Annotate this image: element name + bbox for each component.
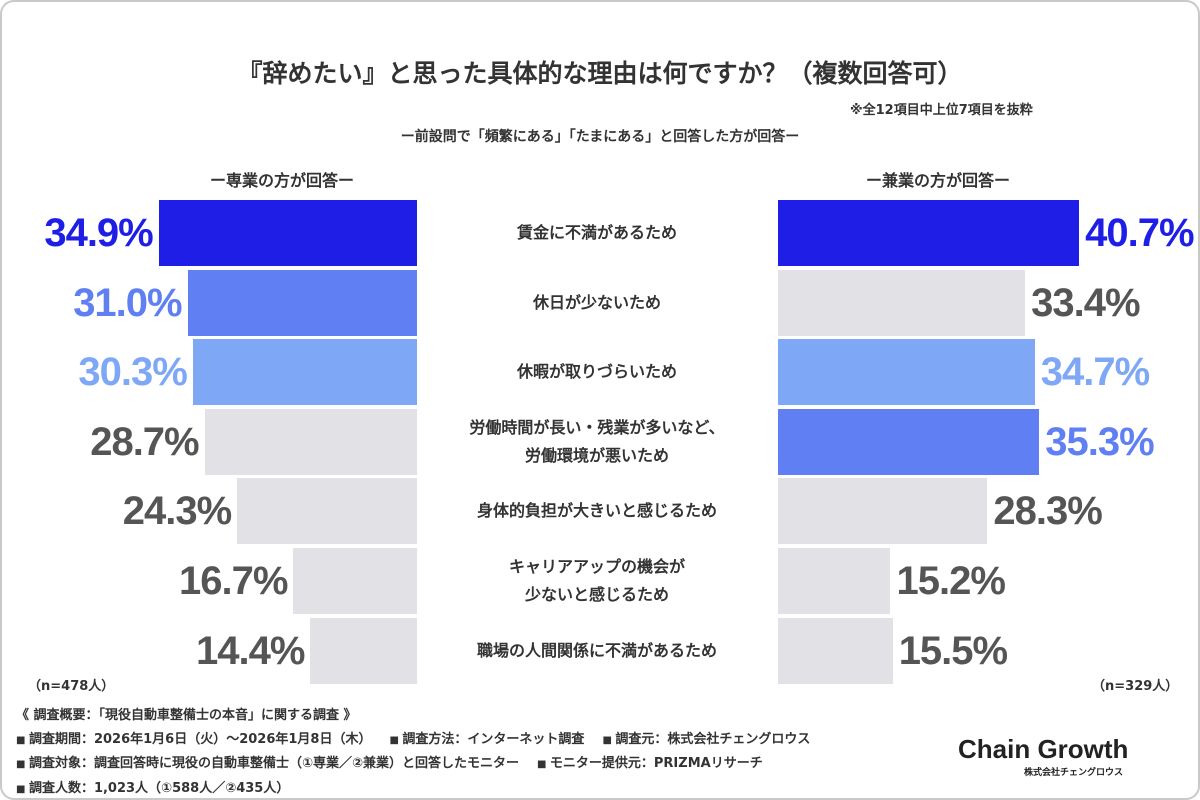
category-label: 職場の人間関係に不満があるため — [476, 640, 717, 660]
bar — [310, 617, 417, 684]
value-label: 34.9% — [44, 211, 153, 255]
category-label: 休日が少ないため — [532, 292, 661, 312]
value-label: 33.4% — [1031, 280, 1140, 325]
bar — [158, 200, 417, 266]
value-label: 34.7% — [1040, 350, 1150, 395]
bar — [192, 339, 417, 406]
bar — [778, 408, 1040, 475]
footer-item: 調査人数：1,023人（①588人／②435人） — [16, 777, 289, 799]
bar — [778, 548, 891, 614]
panel-header: ー専業の方が回答ー — [209, 171, 354, 190]
chart-subtitle: ー前設問で「頻繁にある」「たまにある」と回答した方が回答ー — [400, 129, 800, 145]
bar — [778, 478, 988, 545]
value-label: 30.3% — [78, 350, 187, 395]
sample-size: （n=329人） — [1092, 679, 1179, 694]
footer-line: 調査人数：1,023人（①588人／②435人） — [16, 777, 828, 799]
footer-item: 調査対象：調査回答時に現役の自動車整備士（①専業／②兼業）と回答したモニター — [16, 752, 519, 777]
footer-line: 調査期間：2026年1月6日（火）～2026年1月8日（木） 調査方法：インターネ… — [16, 728, 828, 753]
category-label: 賃金に不満があるため — [516, 223, 677, 242]
value-label: 15.2% — [896, 559, 1005, 603]
category-label: キャリアアップの機会が 少ないと感じるため — [508, 557, 685, 604]
note: ※全12項目中上位7項目を抜粋 — [850, 103, 1033, 118]
footer-heading: 《 調査概要：「現役自動車整備士の本音」に関する調査 》 — [16, 708, 357, 723]
value-label: 14.4% — [196, 628, 305, 673]
footer-item: 調査方法：インターネット調査 — [389, 728, 584, 753]
bar — [204, 408, 417, 475]
bar — [293, 548, 417, 614]
sample-size: （n=478人） — [28, 679, 115, 694]
bar — [778, 339, 1035, 406]
value-label: 35.3% — [1045, 419, 1154, 464]
value-label: 31.0% — [73, 280, 182, 325]
value-label: 28.3% — [993, 489, 1102, 534]
bar — [187, 269, 417, 336]
footer-line: 調査対象：調査回答時に現役の自動車整備士（①専業／②兼業）と回答したモニターモニ… — [16, 752, 828, 777]
footer-item: 調査期間：2026年1月6日（火）～2026年1月8日（木） — [16, 728, 372, 753]
category-label: 休暇が取りづらいため — [516, 362, 677, 382]
bar — [778, 617, 893, 684]
bar — [237, 478, 417, 545]
value-label: 28.7% — [90, 419, 199, 464]
footer: 《 調査概要：「現役自動車整備士の本音」に関する調査 》 調査期間：2026年1… — [16, 704, 828, 799]
value-label: 40.7% — [1085, 211, 1194, 255]
bar — [778, 269, 1026, 336]
logo-text: Chain Growth — [958, 734, 1129, 764]
category-label: 身体的負担が大きいと感じるため — [476, 501, 717, 521]
logo: Chain Growth 株式会社チェングロウス — [958, 734, 1128, 778]
value-label: 24.3% — [122, 489, 232, 534]
value-label: 15.5% — [898, 628, 1008, 673]
logo-subtext: 株式会社チェングロウス — [1024, 768, 1124, 778]
value-label: 16.7% — [179, 559, 288, 603]
footer-item: 調査元：株式会社チェングロウス — [602, 728, 810, 753]
chart-title: 『辞めたい』と思った具体的な理由は何ですか？（複数回答可） — [237, 59, 963, 88]
category-label: 労働時間が長い・残業が多いなど、 労働環境が悪いため — [469, 417, 725, 465]
panel-header: ー兼業の方が回答ー — [865, 171, 1010, 190]
bar — [778, 200, 1080, 266]
footer-item: モニター提供元：PRIZMAリサーチ — [537, 752, 763, 777]
